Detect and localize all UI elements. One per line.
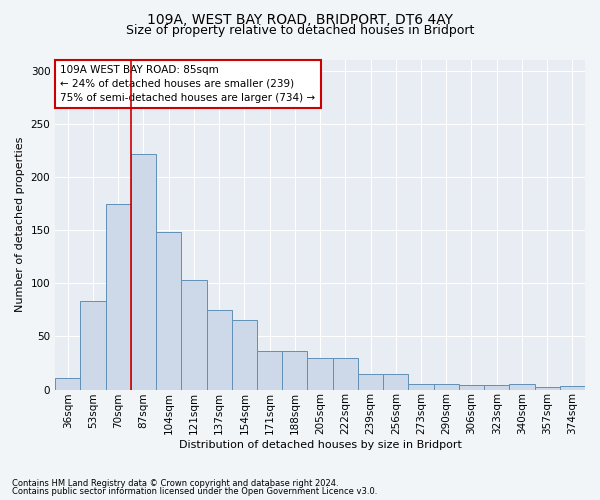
Bar	[307, 358, 332, 390]
Bar	[106, 204, 131, 390]
Text: 109A WEST BAY ROAD: 85sqm
← 24% of detached houses are smaller (239)
75% of semi: 109A WEST BAY ROAD: 85sqm ← 24% of detac…	[61, 65, 316, 103]
Text: Contains public sector information licensed under the Open Government Licence v3: Contains public sector information licen…	[12, 487, 377, 496]
Bar	[383, 374, 409, 390]
Bar	[131, 154, 156, 390]
Bar	[55, 378, 80, 390]
Bar	[459, 386, 484, 390]
Bar	[434, 384, 459, 390]
Bar	[509, 384, 535, 390]
Bar	[484, 386, 509, 390]
Bar	[282, 352, 307, 390]
Bar	[535, 388, 560, 390]
Bar	[80, 302, 106, 390]
Text: Size of property relative to detached houses in Bridport: Size of property relative to detached ho…	[126, 24, 474, 37]
X-axis label: Distribution of detached houses by size in Bridport: Distribution of detached houses by size …	[179, 440, 461, 450]
Bar	[332, 358, 358, 390]
Y-axis label: Number of detached properties: Number of detached properties	[15, 137, 25, 312]
Bar	[232, 320, 257, 390]
Text: 109A, WEST BAY ROAD, BRIDPORT, DT6 4AY: 109A, WEST BAY ROAD, BRIDPORT, DT6 4AY	[147, 12, 453, 26]
Bar	[257, 352, 282, 390]
Bar	[206, 310, 232, 390]
Bar	[358, 374, 383, 390]
Bar	[560, 386, 585, 390]
Bar	[409, 384, 434, 390]
Bar	[181, 280, 206, 390]
Bar	[156, 232, 181, 390]
Text: Contains HM Land Registry data © Crown copyright and database right 2024.: Contains HM Land Registry data © Crown c…	[12, 478, 338, 488]
